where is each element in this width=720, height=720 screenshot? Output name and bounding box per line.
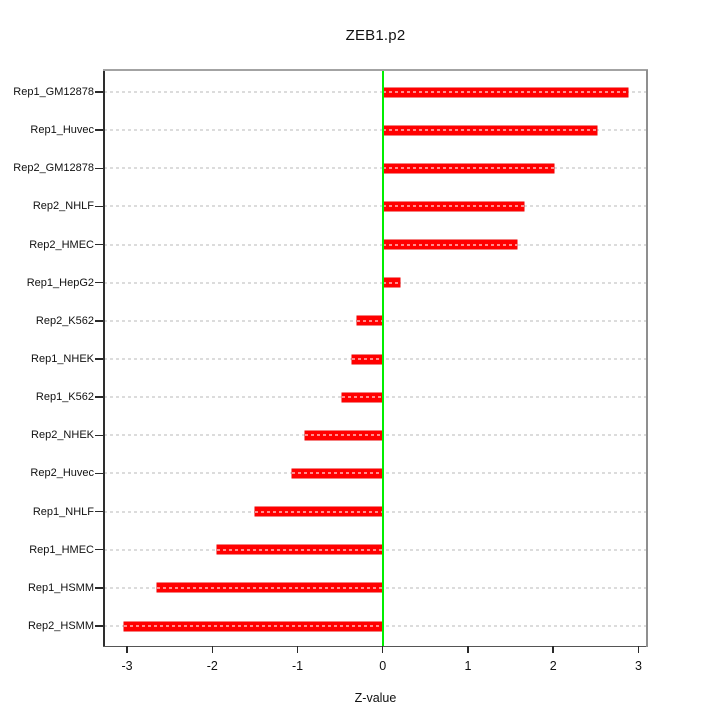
- zero-reference-line: [381, 70, 384, 646]
- y-axis-label: Rep1_K562: [35, 391, 94, 404]
- x-axis-tick-label: 0: [379, 659, 387, 673]
- x-axis-tick-label: -3: [121, 659, 133, 673]
- panel-border-top: [103, 69, 648, 71]
- bar: [352, 354, 383, 364]
- bar: [382, 278, 400, 288]
- y-axis-tick: [95, 396, 103, 398]
- y-axis-tick: [95, 129, 103, 131]
- y-axis-label: Rep2_NHLF: [32, 200, 94, 213]
- x-axis-tick: [211, 646, 213, 653]
- bar-gridline-overlay: [357, 319, 383, 322]
- bar-gridline-overlay: [123, 625, 383, 627]
- bar: [292, 468, 383, 478]
- bar-gridline-overlay: [382, 129, 597, 132]
- bar-gridline-overlay: [305, 434, 383, 437]
- y-axis-tick: [95, 510, 103, 513]
- y-axis-label: Rep2_GM12878: [13, 162, 94, 175]
- bar: [382, 163, 555, 173]
- y-axis-tick: [95, 625, 103, 627]
- y-axis-line: [103, 70, 105, 646]
- y-axis-tick: [95, 281, 103, 284]
- y-axis-label: Rep1_NHEK: [31, 353, 94, 365]
- bar-gridline-overlay: [341, 396, 383, 399]
- bar: [216, 545, 383, 555]
- gridline: [104, 129, 647, 132]
- y-axis-tick: [95, 587, 103, 589]
- bar: [382, 201, 525, 211]
- x-axis-tick: [126, 646, 128, 653]
- bar: [357, 316, 383, 326]
- panel-border-right: [646, 70, 648, 647]
- x-axis-line: [103, 645, 648, 647]
- y-axis-label: Rep1_NHLF: [32, 505, 94, 518]
- y-axis-tick: [95, 434, 103, 437]
- bar-gridline-overlay: [352, 358, 383, 360]
- bar: [382, 87, 629, 97]
- y-axis-label: Rep2_HSMM: [27, 620, 94, 632]
- bar: [123, 621, 383, 631]
- x-axis-tick-label: 2: [549, 659, 557, 673]
- y-axis-label: Rep2_K562: [35, 314, 94, 327]
- x-axis-title: Z-value: [354, 691, 397, 705]
- bar: [305, 430, 383, 440]
- y-axis-label: Rep1_GM12878: [13, 86, 94, 98]
- x-axis-tick-label: 3: [634, 659, 642, 673]
- bar-gridline-overlay: [382, 281, 400, 284]
- y-axis-tick: [95, 358, 103, 360]
- bar-gridline-overlay: [156, 586, 383, 589]
- y-axis-label: Rep2_HMEC: [29, 238, 94, 251]
- y-axis-label: Rep2_Huvec: [30, 467, 94, 480]
- x-axis-tick: [381, 646, 384, 653]
- bar: [382, 240, 517, 250]
- y-axis-tick: [95, 320, 103, 322]
- gridline: [104, 243, 647, 246]
- y-axis-label: Rep2_NHEK: [31, 429, 94, 442]
- y-axis-tick: [95, 243, 103, 246]
- bar-gridline-overlay: [382, 243, 517, 246]
- y-axis-tick: [95, 205, 103, 208]
- gridline: [104, 281, 647, 284]
- y-axis-label: Rep1_HepG2: [26, 276, 94, 289]
- y-axis-tick: [95, 167, 103, 170]
- gridline: [104, 205, 647, 208]
- bar-gridline-overlay: [382, 167, 555, 170]
- bar-gridline-overlay: [382, 205, 525, 208]
- bar: [382, 125, 597, 135]
- x-axis-tick-label: -2: [206, 659, 218, 673]
- plot-panel: Rep1_GM12878 Rep1_Huvec Rep2_GM12878 Rep2_N…: [13, 69, 648, 673]
- bar: [156, 583, 383, 593]
- bar-gridline-overlay: [382, 91, 629, 93]
- x-axis-tick-label: 1: [464, 659, 472, 673]
- chart-title: ZEB1.p2: [345, 27, 406, 44]
- y-axis-label: Rep1_HSMM: [27, 581, 94, 594]
- bar-gridline-overlay: [292, 472, 383, 475]
- y-axis-tick: [95, 548, 103, 551]
- bar-gridline-overlay: [254, 510, 383, 513]
- y-axis-label: Rep1_HMEC: [29, 543, 94, 556]
- bar: [254, 507, 383, 517]
- y-axis-tick: [95, 91, 103, 93]
- gridline: [104, 91, 647, 93]
- x-axis-tick: [552, 646, 554, 653]
- y-axis-tick: [95, 472, 103, 475]
- x-axis-tick: [467, 646, 469, 653]
- bar-gridline-overlay: [216, 548, 383, 551]
- gridline: [104, 167, 647, 170]
- bar: [341, 392, 383, 402]
- x-axis-tick-label: -1: [291, 659, 304, 673]
- y-axis-label: Rep1_Huvec: [30, 124, 94, 137]
- x-axis-tick: [637, 646, 640, 653]
- x-axis-tick: [296, 646, 299, 653]
